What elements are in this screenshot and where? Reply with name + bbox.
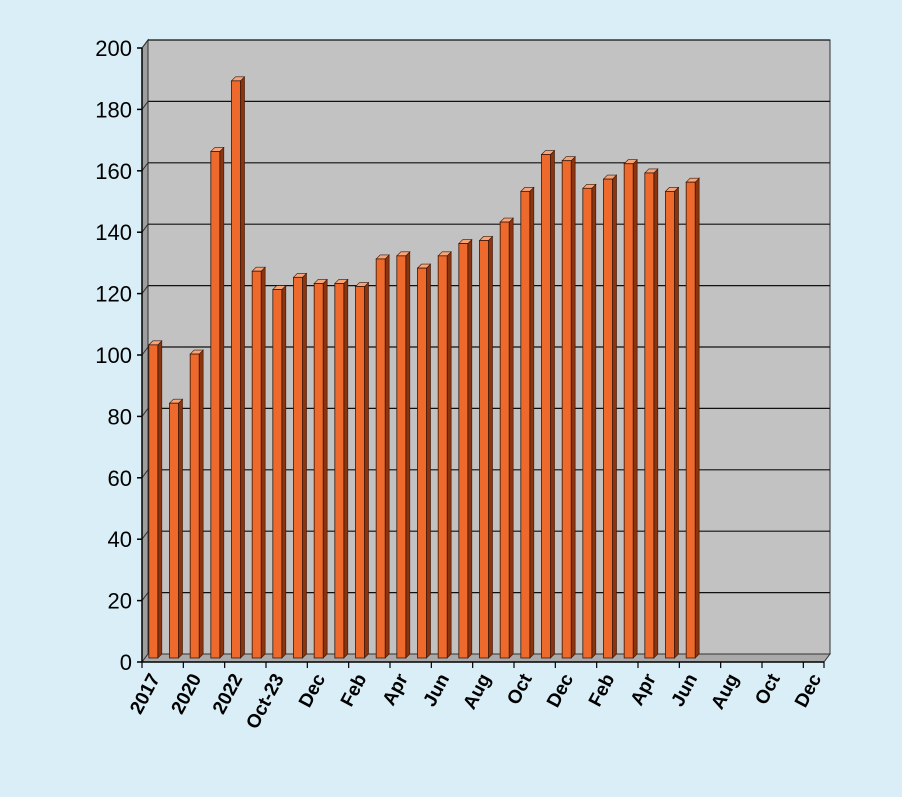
x-tick-label: Oct-23 (242, 670, 288, 732)
y-tick-label: 140 (95, 220, 132, 245)
gridline-side (141, 469, 149, 479)
bar (685, 181, 696, 659)
x-tick-label: Apr (379, 670, 413, 709)
bar-side (591, 183, 597, 659)
bar-side (570, 155, 576, 659)
y-tick-label: 180 (95, 97, 132, 122)
y-tick-label: 20 (108, 589, 132, 614)
bar (251, 270, 262, 659)
x-tick-label: Aug (708, 670, 744, 712)
y-tick-label: 160 (95, 159, 132, 184)
bar (623, 163, 634, 659)
bar (148, 344, 159, 659)
x-tick-label: 2017 (126, 670, 164, 717)
bar (561, 160, 572, 659)
bar-side (198, 349, 204, 659)
bar-side (694, 177, 700, 659)
bar (293, 276, 303, 659)
bar-side (405, 251, 411, 659)
bar (231, 80, 241, 659)
x-tick-label: 2022 (209, 670, 247, 717)
gridline-side (141, 530, 149, 540)
x-tick-label: Oct (751, 670, 785, 708)
bar-side (488, 235, 493, 659)
bar (479, 240, 489, 659)
x-tick-label: Aug (460, 670, 496, 712)
bar-side (343, 278, 349, 659)
bar-side (674, 186, 679, 659)
bar-side (529, 186, 535, 659)
bar (210, 151, 221, 659)
bar-side (178, 398, 183, 659)
bar (334, 283, 345, 659)
bar (644, 172, 655, 659)
bar (582, 187, 593, 659)
bar (169, 402, 179, 659)
x-tick-label: Jun (668, 670, 702, 710)
bar-side (467, 238, 473, 659)
bar-side (302, 272, 307, 659)
bar-side (157, 340, 163, 659)
y-tick-label: 60 (108, 466, 132, 491)
bar-side (364, 281, 369, 659)
x-tick-label: Dec (791, 670, 826, 711)
bar-side (632, 159, 638, 659)
bar (355, 286, 365, 659)
bar (417, 267, 427, 659)
bar (520, 190, 531, 659)
bar-side (612, 174, 617, 659)
bar (189, 353, 200, 659)
gridline-side (141, 101, 149, 110)
x-tick-label: Oct (503, 670, 537, 708)
gridline-side (141, 162, 149, 172)
bar-side (281, 284, 287, 659)
bar-side (426, 263, 431, 659)
y-tick-label: 40 (108, 527, 132, 552)
gridline-side (141, 408, 149, 417)
y-tick-label: 0 (120, 650, 132, 675)
bar-side (653, 168, 659, 659)
y-tick-label: 120 (95, 282, 132, 307)
x-tick-label: Dec (295, 670, 330, 711)
gridline-side (141, 39, 149, 49)
bar-side (508, 217, 514, 659)
bar (313, 283, 324, 659)
bar (375, 258, 386, 659)
bar (272, 289, 283, 659)
bar (541, 154, 551, 659)
x-tick-label: Feb (585, 670, 619, 710)
gridline-side (141, 223, 149, 233)
bar (458, 243, 469, 659)
x-tick-label: Apr (627, 670, 661, 709)
bar (665, 190, 675, 659)
bar-side (260, 266, 266, 659)
bar (499, 221, 510, 659)
bar (437, 255, 448, 659)
x-tick-label: 2020 (168, 670, 206, 717)
gridline-side (141, 346, 149, 356)
bar-side (240, 76, 245, 659)
bar-side (219, 146, 225, 659)
bar (603, 178, 613, 659)
gridline-side (141, 285, 149, 294)
gridline-side (141, 592, 149, 601)
x-tick-label: Feb (337, 670, 371, 710)
bar-side (384, 254, 390, 659)
y-tick-label: 200 (95, 36, 132, 61)
bar-side (446, 251, 452, 659)
y-tick-label: 100 (95, 343, 132, 368)
y-tick-label: 80 (108, 404, 132, 429)
bar (396, 255, 407, 659)
bar-side (322, 278, 328, 659)
x-tick-label: Jun (420, 670, 454, 710)
x-tick-label: Dec (543, 670, 578, 711)
bar-side (550, 149, 555, 659)
